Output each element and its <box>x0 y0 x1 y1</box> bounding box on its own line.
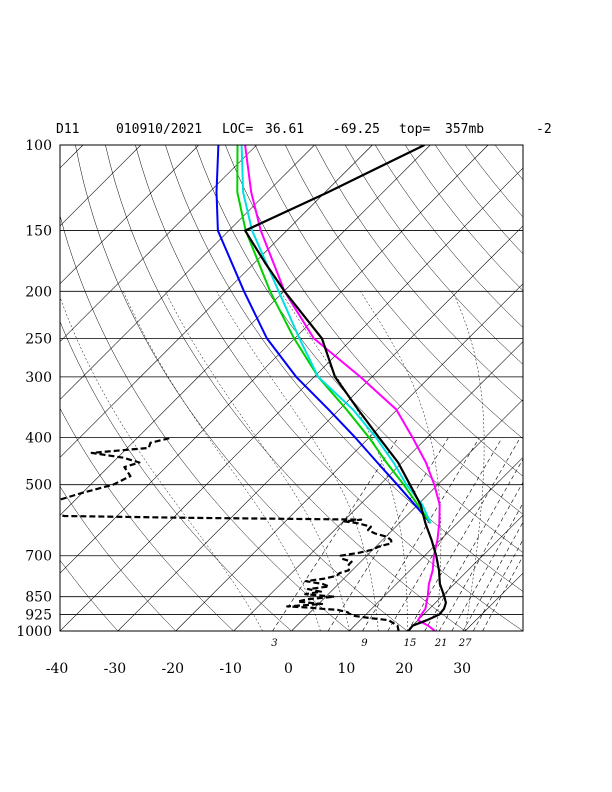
mixing-ratio-line <box>438 481 523 631</box>
pressure-label: 300 <box>25 370 52 386</box>
mixing-ratio-labels: 3 9 15 21 27 <box>271 638 472 649</box>
isotherm-line <box>60 145 142 227</box>
chart-header: D11 010910/2021 LOC= 36.61 -69.25 top= 3… <box>56 122 552 137</box>
moist-adiabat-line <box>280 291 408 631</box>
dry-adiabat-line <box>285 145 523 440</box>
header-top-label: top= <box>399 122 430 137</box>
isotherm-line <box>175 283 523 631</box>
profiles <box>60 145 447 631</box>
isotherm-line <box>60 145 431 516</box>
dry-adiabat-line <box>434 145 523 255</box>
temperature-labels: -40 -30 -20 -10 0 10 20 30 <box>46 661 471 677</box>
mixing-ratio-line <box>387 437 503 631</box>
moist-adiabat-line <box>60 296 263 631</box>
series-dewpoint-line <box>60 436 400 631</box>
dry-adiabat-line <box>344 145 523 365</box>
pressure-label: 400 <box>25 431 52 447</box>
series-temperature-line <box>244 145 447 631</box>
isotherm-line <box>291 399 523 631</box>
mixing-ratio-line <box>424 458 523 631</box>
mixing-ratio-label: 3 <box>271 638 277 649</box>
dry-adiabat-line <box>105 145 466 631</box>
isotherm-line <box>581 145 612 631</box>
isotherm-line <box>60 145 315 400</box>
series-blue-line <box>215 145 432 524</box>
series-cyan-line <box>240 145 432 524</box>
mixing-ratio-line <box>462 521 523 631</box>
isotherm-line <box>60 145 373 458</box>
dry-adiabat-line <box>60 214 350 631</box>
pressure-label: 250 <box>25 331 52 347</box>
isotherm-line <box>233 341 523 631</box>
header-extra: -2 <box>536 122 552 137</box>
isotherm-line <box>60 145 257 343</box>
dry-adiabat-line <box>494 145 523 181</box>
dry-adiabat-line <box>60 559 119 631</box>
mixing-ratio-line <box>362 437 480 631</box>
dry-adiabat-line <box>464 145 523 218</box>
mixing-ratio-label: 15 <box>404 638 417 649</box>
dry-adiabat-line <box>374 145 523 328</box>
isotherm-line <box>60 167 523 631</box>
moist-adiabat-line <box>452 291 485 631</box>
temperature-label: -40 <box>46 661 69 677</box>
header-lon: -69.25 <box>333 122 380 137</box>
temperature-label: 20 <box>395 661 413 677</box>
isotherm-line <box>407 514 523 631</box>
pressure-label: 700 <box>25 549 52 565</box>
pressure-label: 200 <box>25 284 52 300</box>
mixing-ratio-label: 9 <box>361 638 368 649</box>
mixing-ratio-label: 27 <box>458 638 472 649</box>
pressure-label: 1000 <box>16 624 52 640</box>
pressure-label: 925 <box>25 608 52 624</box>
isotherm-line <box>349 456 523 631</box>
isotherm-line <box>522 630 523 631</box>
series-magenta-line <box>244 145 441 631</box>
dry-adiabat-line <box>585 145 612 631</box>
header-datetime: 010910/2021 <box>116 122 202 137</box>
header-lat: 36.61 <box>265 122 304 137</box>
dry-adiabat-line <box>525 145 612 631</box>
isotherm-line <box>464 572 523 631</box>
temperature-label: 10 <box>337 661 355 677</box>
mixing-ratio-line <box>482 555 523 631</box>
mixing-ratio-line <box>451 502 523 631</box>
header-top-value: 357mb <box>445 122 484 137</box>
dry-adiabat-line <box>555 145 612 631</box>
header-loc-label: LOC= <box>222 122 253 137</box>
plot-frame <box>59 144 524 632</box>
header-station: D11 <box>56 122 79 137</box>
mixing-ratio-line <box>272 437 399 631</box>
pressure-label: 150 <box>25 224 52 240</box>
pressure-label: 100 <box>25 138 52 154</box>
isotherm-line <box>60 145 489 574</box>
temperature-label: -30 <box>104 661 127 677</box>
mixing-ratio-line <box>407 437 521 631</box>
pressure-label: 850 <box>25 590 52 606</box>
mixing-ratio-line <box>472 539 523 631</box>
temperature-label: -10 <box>219 661 242 677</box>
temperature-label: 0 <box>284 661 293 677</box>
pressure-label: 500 <box>25 478 52 494</box>
dry-adiabat-line <box>314 145 523 402</box>
series-green-line <box>236 145 432 524</box>
isotherm-line <box>60 145 199 285</box>
isotherm-line <box>117 225 523 631</box>
temperature-label: 30 <box>453 661 471 677</box>
temperature-label: -20 <box>161 661 184 677</box>
moist-adiabat-line <box>216 291 379 631</box>
mixing-ratio-label: 21 <box>434 638 448 649</box>
